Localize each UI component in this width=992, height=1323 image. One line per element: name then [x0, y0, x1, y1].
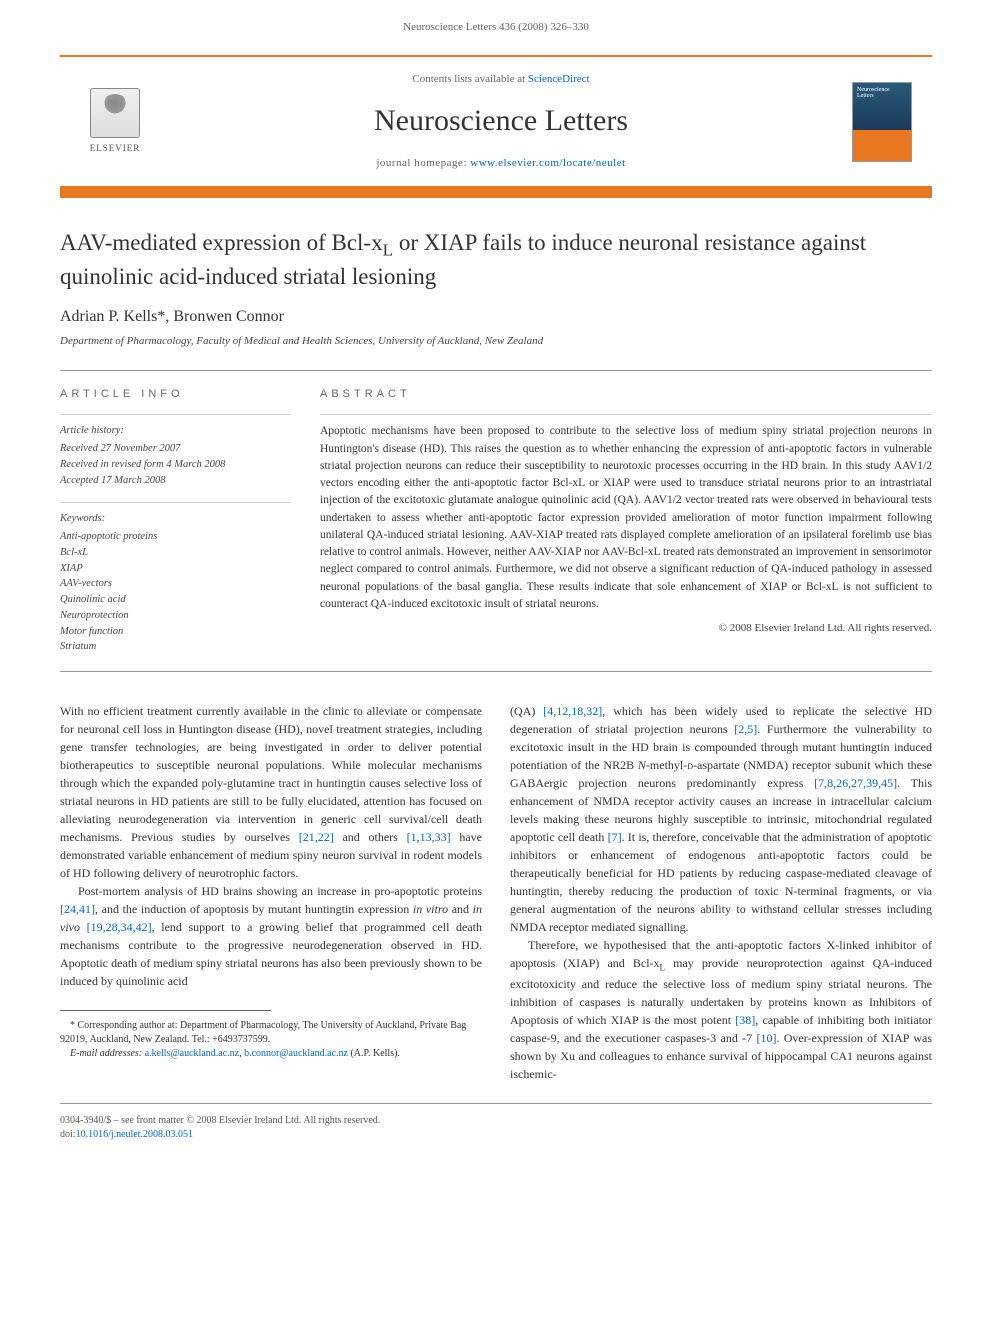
ref-link[interactable]: [21,22]	[299, 830, 334, 844]
article-info-heading: ARTICLE INFO	[60, 387, 290, 402]
info-abstract-row: ARTICLE INFO Article history: Received 2…	[60, 387, 932, 655]
journal-homepage-link[interactable]: www.elsevier.com/locate/neulet	[470, 157, 625, 169]
revised-date: Received in revised form 4 March 2008	[60, 457, 290, 473]
ref-link[interactable]: [7]	[608, 830, 622, 844]
publisher-logo: ELSEVIER	[80, 82, 150, 162]
journal-name: Neuroscience Letters	[150, 100, 852, 142]
body-paragraph: With no efficient treatment currently av…	[60, 702, 482, 882]
page-footer: 0304-3940/$ – see front matter © 2008 El…	[60, 1103, 932, 1142]
masthead-inner: ELSEVIER Contents lists available at Sci…	[60, 72, 932, 186]
body-column-right: (QA) [4,12,18,32], which has been widely…	[510, 702, 932, 1083]
section-divider-2	[60, 671, 932, 672]
footer-doi-line: doi:10.1016/j.neulet.2008.03.051	[60, 1128, 932, 1142]
citation-text: Neuroscience Letters 436 (2008) 326–330	[403, 21, 589, 33]
accepted-date: Accepted 17 March 2008	[60, 473, 290, 489]
body-column-left: With no efficient treatment currently av…	[60, 702, 482, 1083]
abstract-copyright: © 2008 Elsevier Ireland Ltd. All rights …	[320, 621, 932, 636]
ref-link[interactable]: [10]	[756, 1031, 776, 1045]
footer-copyright: 0304-3940/$ – see front matter © 2008 El…	[60, 1114, 932, 1128]
running-header: Neuroscience Letters 436 (2008) 326–330	[0, 0, 992, 45]
keywords-label: Keywords:	[60, 511, 290, 527]
journal-masthead: ELSEVIER Contents lists available at Sci…	[60, 55, 932, 198]
article-history-block: Article history: Received 27 November 20…	[60, 423, 290, 488]
doi-link[interactable]: 10.1016/j.neulet.2008.03.051	[76, 1129, 194, 1140]
ref-link[interactable]: [2,5]	[734, 722, 757, 736]
doi-prefix: doi:	[60, 1129, 76, 1140]
contents-available-line: Contents lists available at ScienceDirec…	[150, 72, 852, 87]
homepage-prefix: journal homepage:	[376, 157, 470, 169]
abstract-column: ABSTRACT Apoptotic mechanisms have been …	[320, 387, 932, 655]
contents-prefix: Contents lists available at	[412, 73, 527, 85]
info-divider	[60, 414, 290, 415]
received-date: Received 27 November 2007	[60, 441, 290, 457]
journal-cover-thumbnail: Neuroscience Letters	[852, 82, 912, 162]
ref-link[interactable]: [7,8,26,27,39,45]	[814, 776, 897, 790]
email-link-1[interactable]: a.kells@auckland.ac.nz	[145, 1048, 239, 1059]
body-paragraph: (QA) [4,12,18,32], which has been widely…	[510, 702, 932, 936]
corresponding-author-footnote: * Corresponding author at: Department of…	[60, 1019, 482, 1047]
abstract-divider	[320, 414, 932, 415]
body-columns: With no efficient treatment currently av…	[60, 702, 932, 1083]
ref-link[interactable]: [1,13,33]	[407, 830, 451, 844]
footnote-separator	[60, 1010, 271, 1011]
body-paragraph: Post-mortem analysis of HD brains showin…	[60, 882, 482, 990]
abstract-text: Apoptotic mechanisms have been proposed …	[320, 423, 932, 613]
ref-link[interactable]: [4,12,18,32]	[543, 704, 602, 718]
keywords-list: Anti-apoptotic proteins Bcl-xL XIAP AAV-…	[60, 529, 290, 655]
ref-link[interactable]: [38]	[735, 1013, 755, 1027]
sciencedirect-link[interactable]: ScienceDirect	[528, 73, 590, 85]
cover-thumb-text: Neuroscience Letters	[857, 87, 907, 100]
email-link-2[interactable]: b.connor@auckland.ac.nz	[244, 1048, 348, 1059]
journal-homepage-line: journal homepage: www.elsevier.com/locat…	[150, 156, 852, 171]
elsevier-tree-icon	[90, 88, 140, 138]
ref-link[interactable]: [24,41]	[60, 902, 95, 916]
email-suffix: (A.P. Kells).	[348, 1048, 400, 1059]
ref-link[interactable]: [19,28,34,42]	[87, 920, 152, 934]
section-divider	[60, 370, 932, 371]
email-footnote: E-mail addresses: a.kells@auckland.ac.nz…	[60, 1047, 482, 1061]
email-label: E-mail addresses:	[70, 1048, 145, 1059]
masthead-orange-rule	[60, 186, 932, 198]
keywords-block: Keywords: Anti-apoptotic proteins Bcl-xL…	[60, 502, 290, 655]
article-info-column: ARTICLE INFO Article history: Received 2…	[60, 387, 290, 655]
masthead-center: Contents lists available at ScienceDirec…	[150, 72, 852, 171]
article-title: AAV-mediated expression of Bcl-xL or XIA…	[60, 228, 932, 292]
abstract-heading: ABSTRACT	[320, 387, 932, 402]
author-list: Adrian P. Kells*, Bronwen Connor	[60, 306, 932, 328]
affiliation: Department of Pharmacology, Faculty of M…	[60, 334, 932, 349]
body-paragraph: Therefore, we hypothesised that the anti…	[510, 936, 932, 1083]
history-label: Article history:	[60, 423, 290, 439]
publisher-name: ELSEVIER	[90, 142, 141, 155]
